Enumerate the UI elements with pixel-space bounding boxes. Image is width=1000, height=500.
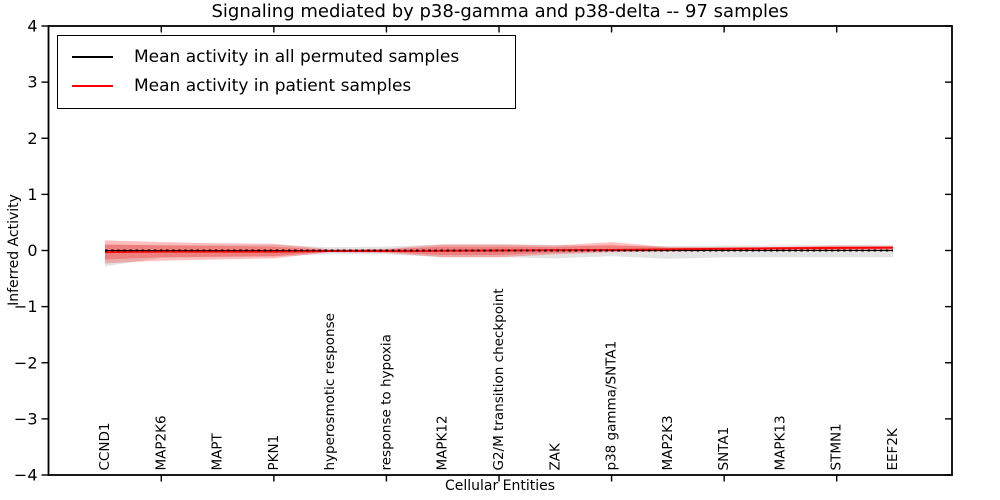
entity-label-snta1: SNTA1 [716,427,732,471]
entity-label-zak: ZAK [547,442,563,470]
entity-label-stmn1: STMN1 [829,423,845,470]
legend-entry-permuted: Mean activity in all permuted samples [58,42,515,71]
y-tick-label: −4 [14,466,38,485]
entity-label-mapk12: MAPK12 [435,415,451,470]
patient-mean-line [104,246,894,254]
entity-label-response-to-hypoxia: response to hypoxia [378,334,394,470]
legend-label-permuted: Mean activity in all permuted samples [134,46,460,67]
legend-line-red-icon [72,84,113,87]
y-tick-label: −1 [14,297,38,316]
legend-label-patient: Mean activity in patient samples [134,75,412,96]
patient_band_inner-band [105,244,893,260]
y-tick-label: 0 [27,241,37,260]
entity-label-mapk13: MAPK13 [772,415,788,470]
y-tick-label: −3 [14,409,38,428]
y-tick-label: 2 [27,129,37,148]
chart-title: Signaling mediated by p38-gamma and p38-… [211,1,789,22]
legend-entry-patient: Mean activity in patient samples [58,71,515,100]
legend-line-black-icon [72,55,113,58]
entity-label-eef2k: EEF2K [885,427,901,470]
y-tick-label: 3 [27,73,37,92]
entity-label-hyperosmotic-response: hyperosmotic response [322,313,338,470]
entity-label-ccnd1: CCND1 [97,423,113,471]
patient_band_outer-band [105,240,893,264]
legend: Mean activity in all permuted samples Me… [57,35,516,109]
entity-label-mapt: MAPT [210,432,226,470]
y-tick-label: 4 [27,17,37,36]
entity-label-map2k3: MAP2K3 [660,415,676,470]
entity-label-map2k6: MAP2K6 [153,415,169,470]
entity-label-g2-m-transition-checkpoint: G2/M transition checkpoint [491,288,507,470]
x-axis-label: Cellular Entities [444,478,556,494]
y-axis-label: Inferred Activity [6,194,22,306]
entity-label-p38-gamma-snta1: p38 gamma/SNTA1 [604,341,620,471]
y-tick-label: −2 [14,353,38,372]
entity-label-pkn1: PKN1 [266,435,282,471]
y-tick-label: 1 [27,185,37,204]
